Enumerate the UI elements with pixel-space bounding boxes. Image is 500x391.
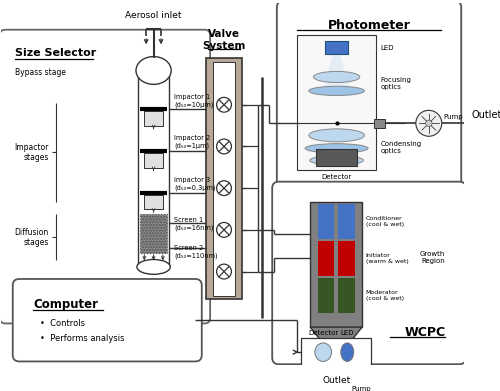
Text: Computer: Computer xyxy=(33,298,98,312)
Circle shape xyxy=(426,120,432,127)
Ellipse shape xyxy=(305,143,368,153)
Circle shape xyxy=(216,264,232,279)
FancyBboxPatch shape xyxy=(272,182,466,364)
Bar xyxy=(338,278,354,313)
Text: Pump: Pump xyxy=(444,114,464,120)
Ellipse shape xyxy=(309,129,364,142)
Text: Pump: Pump xyxy=(351,386,370,391)
Polygon shape xyxy=(322,54,352,95)
Bar xyxy=(144,153,163,168)
Bar xyxy=(374,118,386,128)
Text: Impactor 1
(d₅₀=10μm): Impactor 1 (d₅₀=10μm) xyxy=(174,93,214,108)
Bar xyxy=(318,278,334,313)
FancyBboxPatch shape xyxy=(0,30,210,323)
Text: Moderator
(cool & wet): Moderator (cool & wet) xyxy=(366,290,404,301)
Text: Bypass stage: Bypass stage xyxy=(14,68,66,77)
Text: Focusing
optics: Focusing optics xyxy=(380,77,412,90)
Text: Size Selector: Size Selector xyxy=(14,48,96,58)
Text: Screen 2
(d₅₀=110nm): Screen 2 (d₅₀=110nm) xyxy=(174,245,218,259)
Circle shape xyxy=(216,222,232,237)
Bar xyxy=(326,41,347,54)
Circle shape xyxy=(323,376,349,391)
Bar xyxy=(318,204,334,239)
Ellipse shape xyxy=(315,343,332,361)
Text: •  Performs analysis: • Performs analysis xyxy=(40,334,124,343)
Polygon shape xyxy=(310,327,362,341)
Ellipse shape xyxy=(341,343,353,361)
Text: WCPC: WCPC xyxy=(404,326,446,339)
Text: Detector: Detector xyxy=(322,174,352,180)
Ellipse shape xyxy=(314,72,360,83)
Bar xyxy=(138,70,170,267)
Text: Impactor 2
(d₅₀=1μm): Impactor 2 (d₅₀=1μm) xyxy=(174,135,210,149)
Text: Impactor 3
(d₅₀=0.3μm): Impactor 3 (d₅₀=0.3μm) xyxy=(174,177,216,191)
Circle shape xyxy=(416,110,442,136)
FancyBboxPatch shape xyxy=(277,1,461,195)
Bar xyxy=(140,214,168,253)
Bar xyxy=(144,111,163,126)
Text: Growth
Region: Growth Region xyxy=(420,251,446,264)
Bar xyxy=(302,338,371,366)
Text: Detector: Detector xyxy=(308,330,338,336)
Ellipse shape xyxy=(136,57,171,84)
Ellipse shape xyxy=(309,86,364,95)
Text: Condensing
optics: Condensing optics xyxy=(380,142,422,154)
Text: Conditioner
(cool & wet): Conditioner (cool & wet) xyxy=(366,216,404,227)
Circle shape xyxy=(216,97,232,112)
Circle shape xyxy=(333,386,340,391)
Circle shape xyxy=(216,181,232,196)
Bar xyxy=(316,149,357,166)
Bar xyxy=(338,204,354,239)
Text: Outlet: Outlet xyxy=(472,109,500,120)
Text: LED: LED xyxy=(340,330,354,336)
Text: Outlet: Outlet xyxy=(322,376,350,385)
Bar xyxy=(213,62,235,296)
Text: Initiator
(warm & wet): Initiator (warm & wet) xyxy=(366,253,408,264)
Text: Screen 1
(d₅₀=16nm): Screen 1 (d₅₀=16nm) xyxy=(174,217,214,231)
FancyBboxPatch shape xyxy=(12,279,202,361)
Text: Diffusion
stages: Diffusion stages xyxy=(14,228,49,247)
Text: •  Controls: • Controls xyxy=(40,319,84,328)
Ellipse shape xyxy=(310,156,364,165)
Bar xyxy=(144,195,163,210)
Bar xyxy=(318,241,334,276)
Text: Valve
System: Valve System xyxy=(202,29,246,51)
Text: Aerosol inlet: Aerosol inlet xyxy=(126,11,182,20)
Bar xyxy=(310,202,362,327)
Text: LED: LED xyxy=(380,45,394,51)
Text: Impactor
stages: Impactor stages xyxy=(14,143,49,162)
Bar xyxy=(297,35,376,170)
Text: Photometer: Photometer xyxy=(328,19,410,32)
Circle shape xyxy=(216,139,232,154)
Bar xyxy=(206,58,242,300)
Bar xyxy=(338,241,354,276)
Ellipse shape xyxy=(137,260,170,274)
